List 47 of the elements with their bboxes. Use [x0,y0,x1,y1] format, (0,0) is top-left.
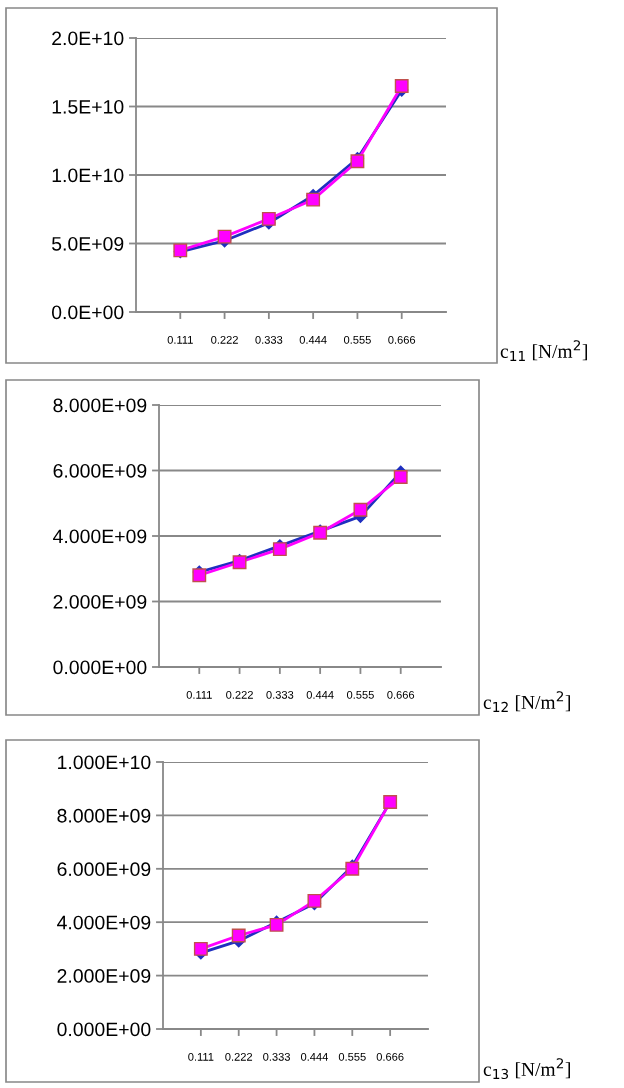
y-tick-label: 6.000E+09 [53,463,147,478]
x-tick-label: 0.333 [255,335,283,344]
point [261,211,276,226]
x-axis-title: c$_{13}$ [N/m$^{2}$] [483,1058,570,1080]
y-tick-label: 6.000E+09 [57,862,151,877]
point [272,542,287,557]
x-tick-label: 0.111 [186,690,212,699]
x-tick-label: 0.444 [300,1052,329,1061]
x-tick-label: 0.333 [266,690,294,699]
y-tick-label: 8.000E+09 [57,808,151,823]
x-tick-label: 0.222 [211,335,238,344]
x-tick-label: 0.111 [188,1052,214,1061]
y-tick-label: 8.000E+09 [53,398,147,413]
y-tick-label: 1.5E+10 [52,99,124,114]
y-tick-label: 2.000E+09 [57,969,151,983]
point [193,941,208,956]
x-tick-label: 0.444 [306,690,334,699]
point [217,229,232,244]
point [192,568,207,583]
x-tick-label: 0.222 [226,690,253,699]
y-tick-label: 4.000E+09 [57,915,151,930]
point [353,502,368,517]
x-axis-title: c$_{12}$ [N/m$^{2}$] [483,691,570,712]
y-tick-label: 4.000E+09 [53,529,147,544]
point [394,79,409,93]
x-tick-label: 0.555 [338,1052,366,1061]
y-tick-label: 1.000E+10 [58,755,151,770]
x-tick-label: 0.333 [263,1052,290,1061]
x-axis-title: c$_{11}$ [N/m$^{2}$] [500,340,587,361]
point [231,928,246,943]
y-tick-label: 2.0E+10 [52,31,124,46]
x-tick-label: 0.666 [387,690,415,699]
x-tick-label: 0.222 [225,1052,253,1061]
y-tick-label: 5.0E+09 [51,236,124,251]
x-tick-label: 0.555 [346,690,374,699]
x-tick-label: 0.444 [299,335,327,344]
point [306,192,321,207]
y-tick-label: 0.0E+00 [51,305,124,320]
x-tick-label: 0.111 [167,335,193,344]
y-tick-label: 1.0E+10 [52,168,124,183]
x-tick-label: 0.555 [343,335,371,344]
y-tick-label: 0.000E+00 [57,1022,151,1037]
x-tick-label: 0.666 [376,1052,404,1061]
x-tick-label: 0.666 [388,335,416,344]
y-tick-label: 0.000E+00 [53,660,147,675]
y-tick-label: 2.000E+09 [53,594,147,609]
point [393,470,408,484]
